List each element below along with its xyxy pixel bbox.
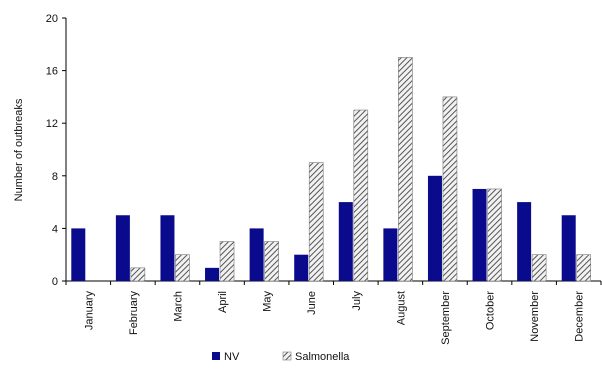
bar-nv-august <box>383 228 398 281</box>
legend-swatch-nv <box>212 352 220 360</box>
category-label-april: April <box>217 291 229 313</box>
bar-salmonella-march <box>175 254 190 282</box>
category-label-november: November <box>529 291 541 342</box>
bar-nv-july <box>338 202 353 281</box>
category-label-july: July <box>351 291 363 311</box>
y-tick-label-12: 12 <box>46 118 58 130</box>
bar-nv-march <box>160 215 175 281</box>
bar-salmonella-april <box>219 241 235 282</box>
legend: NV Salmonella <box>212 351 350 363</box>
bar-salmonella-february <box>130 267 146 282</box>
bar-salmonella-may <box>264 241 279 282</box>
bar-salmonella-august <box>398 57 413 282</box>
bar-nv-april <box>205 267 220 281</box>
bar-salmonella-december <box>576 254 592 282</box>
legend-label-salmonella: Salmonella <box>295 351 350 363</box>
category-label-june: June <box>306 291 318 315</box>
legend-swatch-salmonella <box>282 351 292 361</box>
bar-salmonella-july <box>353 109 369 282</box>
y-tick-label-0: 0 <box>52 276 58 288</box>
bar-nv-september <box>427 175 442 281</box>
bar-salmonella-september <box>442 96 458 282</box>
category-label-october: October <box>485 291 497 330</box>
y-tick-label-8: 8 <box>52 171 58 183</box>
legend-label-nv: NV <box>224 351 240 363</box>
category-label-march: March <box>172 291 184 322</box>
y-tick-label-20: 20 <box>46 13 58 25</box>
y-tick-label-16: 16 <box>46 66 58 78</box>
bar-salmonella-june <box>308 162 324 282</box>
y-tick-label-4: 4 <box>52 223 58 235</box>
category-label-february: February <box>128 291 140 336</box>
bar-salmonella-october <box>487 188 502 282</box>
bar-nv-june <box>294 254 309 281</box>
y-axis-label: Number of outbreaks <box>13 98 25 201</box>
category-label-august: August <box>395 291 407 325</box>
bar-nv-october <box>472 188 487 281</box>
category-label-january: January <box>83 291 95 331</box>
bar-nv-january <box>71 228 86 281</box>
bar-nv-february <box>115 215 130 281</box>
category-label-december: December <box>574 291 586 342</box>
category-label-september: September <box>440 291 452 345</box>
category-label-may: May <box>262 291 274 312</box>
bar-nv-november <box>517 202 532 281</box>
plot-area: 0 4 8 12 16 20 January February March April May Jun… <box>46 13 602 345</box>
bar-salmonella-november <box>531 254 547 282</box>
bar-nv-december <box>561 215 576 281</box>
bar-nv-may <box>249 228 264 281</box>
